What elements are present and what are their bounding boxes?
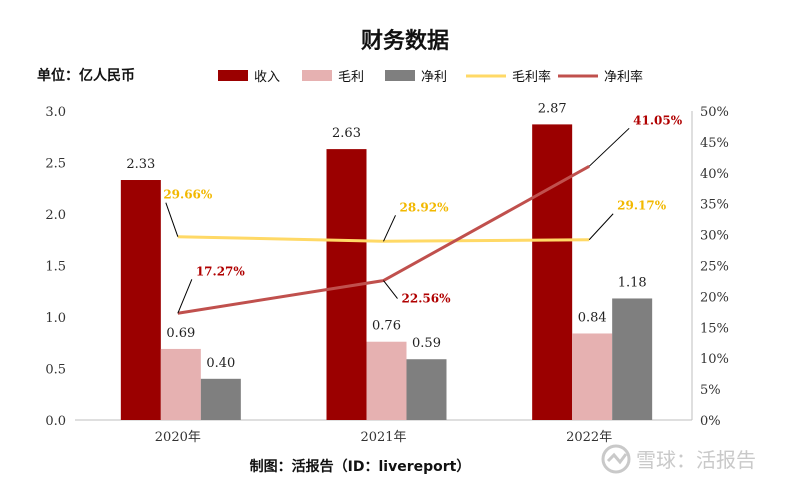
rate-value-label: 29.66% — [163, 188, 213, 202]
x-tick-label: 2021年 — [360, 430, 406, 445]
y-tick-label: 0.5 — [45, 363, 66, 378]
legend-label: 毛利 — [338, 70, 364, 85]
bar-收入 — [120, 180, 161, 420]
legend-label: 净利 — [421, 70, 447, 85]
legend-label: 毛利率 — [512, 69, 551, 85]
y2-tick-label: 40% — [700, 167, 729, 182]
leader-line — [177, 279, 193, 314]
x-tick-label: 2020年 — [155, 430, 201, 445]
snowball-logo-mark — [606, 452, 628, 465]
legend-swatch-净利 — [385, 70, 415, 81]
bar-毛利 — [572, 333, 613, 420]
rate-value-label: 28.92% — [400, 200, 450, 214]
legend-label: 收入 — [254, 70, 280, 85]
leader-line — [165, 202, 179, 237]
bar-毛利 — [160, 348, 201, 420]
bars — [120, 124, 653, 421]
leader-line — [588, 213, 614, 241]
x-tick-label: 2022年 — [566, 430, 612, 445]
rate-value-label: 17.27% — [196, 264, 246, 278]
bar-净利 — [200, 378, 241, 420]
snowball-logo-icon — [601, 444, 631, 474]
axes: 0.0 0.5 1.0 1.5 2.0 2.5 3.0 0% 5% 10% 15% 20% 25% 30%… — [45, 105, 729, 445]
y2-tick-label: 15% — [700, 321, 729, 336]
bar-收入 — [532, 124, 573, 420]
rate-value-label: 29.17% — [617, 199, 667, 213]
bar-毛利 — [366, 341, 407, 420]
legend-label: 净利率 — [604, 69, 643, 85]
bar-value-label: 0.84 — [578, 310, 607, 325]
bar-value-label: 2.63 — [332, 126, 361, 141]
legend: 收入 毛利 净利 毛利率 净利率 — [218, 69, 643, 85]
leader-line — [383, 280, 398, 299]
bar-value-label: 2.87 — [538, 101, 567, 116]
y-tick-label: 2.0 — [45, 208, 66, 223]
bar-value-label: 0.76 — [372, 319, 401, 334]
y2-tick-label: 10% — [700, 352, 729, 367]
y2-tick-label: 25% — [700, 260, 729, 275]
chart-title: 财务数据 — [361, 28, 449, 54]
rate-value-label: 41.05% — [633, 113, 683, 127]
y-tick-label: 1.5 — [45, 260, 66, 275]
bar-value-label: 2.33 — [126, 157, 155, 172]
y-tick-label: 1.0 — [45, 311, 66, 326]
y2-tick-label: 45% — [700, 136, 729, 151]
leader-line — [383, 215, 396, 242]
y2-tick-label: 35% — [700, 198, 729, 213]
y2-tick-label: 30% — [700, 229, 729, 244]
y2-tick-label: 20% — [700, 290, 729, 305]
watermark-text: 雪球：活报告 — [636, 448, 756, 472]
y-tick-label: 2.5 — [45, 157, 66, 172]
leader-line — [588, 127, 630, 167]
watermark: 雪球：活报告 — [601, 444, 756, 474]
unit-label: 单位：亿人民币 — [37, 67, 135, 84]
bar-value-label: 0.59 — [412, 336, 441, 351]
rate-value-label: 22.56% — [402, 292, 452, 306]
data-labels: 2.33 2.63 2.87 0.69 0.76 0.84 0.40 0.59 1.18 29.6… — [126, 101, 682, 370]
source-note: 制图：活报告（ID：livereport） — [250, 458, 471, 475]
legend-swatch-毛利 — [302, 70, 332, 81]
bar-净利 — [612, 298, 653, 420]
bar-value-label: 1.18 — [618, 275, 647, 290]
rate-lines — [177, 164, 590, 315]
y-tick-label: 3.0 — [45, 105, 66, 120]
bar-value-label: 0.69 — [166, 326, 195, 341]
y2-tick-label: 0% — [700, 414, 721, 429]
bar-value-label: 0.40 — [206, 356, 235, 371]
y2-tick-label: 50% — [700, 105, 729, 120]
legend-swatch-收入 — [218, 70, 248, 81]
bar-净利 — [406, 359, 447, 420]
y2-tick-label: 5% — [700, 383, 721, 398]
y-tick-label: 0.0 — [45, 414, 66, 429]
